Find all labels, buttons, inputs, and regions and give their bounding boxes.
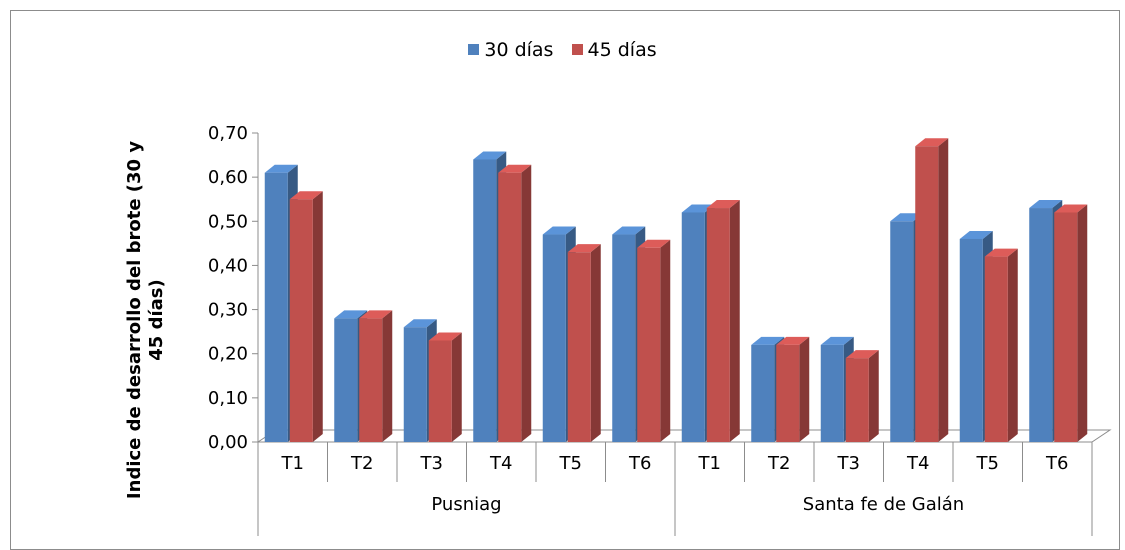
bar-top [845,350,879,359]
bar-top [359,310,393,319]
bar-top [289,191,323,200]
bar [751,344,775,442]
bar-top [428,332,462,341]
x-tick-label: T6 [1045,453,1068,474]
bar-top [1029,200,1063,209]
bar-side [938,138,949,442]
bar-top [403,319,437,328]
bar-side [521,164,532,442]
x-tick-label: T6 [628,453,651,474]
bar-top [915,138,949,147]
bar [264,172,288,442]
y-tick-label: 0,40 [208,255,248,276]
bar-top [498,164,532,173]
x-tick-label: T3 [420,453,443,474]
bar [334,318,358,442]
bar [403,327,427,442]
x-tick-label: T1 [281,453,304,474]
bar [428,340,452,442]
bar-side [590,244,601,442]
bar-top [890,213,924,222]
bar-side [382,310,393,442]
bar [289,199,313,442]
bar-side [1077,204,1088,442]
bar-top [706,200,740,209]
bar [612,234,636,442]
bar-top [612,226,646,235]
y-tick-label: 0,30 [208,300,248,321]
y-tick-label: 0,60 [208,167,248,188]
x-tick-label: T5 [559,453,582,474]
bar [776,344,800,442]
y-tick-label: 0,00 [208,432,248,453]
bar [1054,212,1078,442]
y-tick-label: 0,10 [208,388,248,409]
bar [915,146,939,442]
x-tick-label: T2 [767,453,790,474]
x-tick-label: T1 [698,453,721,474]
bar [820,344,844,442]
y-tick-label: 0,50 [208,211,248,232]
legend-item-30-dias: 30 días [468,39,553,61]
bar [706,208,730,442]
bar-side [312,191,323,442]
group-label: Pusniag [431,494,501,515]
bar-top [681,204,715,213]
y-tick-label: 0,20 [208,344,248,365]
x-tick-label: T3 [837,453,860,474]
bar-top [567,244,601,253]
x-tick-label: T2 [350,453,373,474]
bar-top [637,239,671,248]
bar-top [751,336,785,345]
bar-top [473,151,507,160]
bar-top [1054,204,1088,213]
legend-label-30-dias: 30 días [484,38,554,61]
bar-top [959,230,993,239]
bar [637,247,661,442]
x-tick-label: T4 [906,453,929,474]
bar [845,358,869,442]
bar [681,212,705,442]
bar [498,172,522,442]
x-tick-label: T4 [489,453,512,474]
bar-chart: 0,00 0,10 0,20 0,30 0,40 0,50 0,60 0,70 T1 T2 T3 T4… [124,123,1112,536]
bar [890,221,914,442]
bar-side [1007,248,1018,442]
y-tick-label: 0,70 [208,123,248,144]
bar-side [868,350,879,442]
bar-side [451,332,462,442]
legend-item-45-dias: 45 días [571,38,657,61]
bar [1029,208,1053,442]
bar-top [776,336,810,345]
bar-top [334,310,368,319]
labels-layer: 0,00 0,10 0,20 0,30 0,40 0,50 0,60 0,70 T1 T2 T3 T4… [208,123,1069,515]
legend-swatch-30-dias [468,44,480,55]
bar-top [264,164,298,173]
bar-side [660,239,671,442]
bar-top [542,226,576,235]
bar-top [984,248,1018,257]
x-tick-label: T5 [976,453,999,474]
bar [359,318,383,442]
bar [542,234,566,442]
bar-top [820,336,854,345]
legend: 30 días 45 días [0,38,1125,61]
bars-layer [264,138,1088,442]
bar [984,256,1008,442]
group-label: Santa fe de Galán [803,494,964,515]
y-axis-title-line1: Indice de desarrollo del brote (30 y [124,141,145,499]
y-axis-title-line2: 45 días) [146,279,167,360]
bar [567,252,591,442]
legend-swatch-45-dias [571,44,583,55]
bar-side [799,336,810,442]
bar [959,238,983,442]
legend-label-45-dias: 45 días [587,38,657,61]
bar-side [729,200,740,442]
bar [473,159,497,442]
